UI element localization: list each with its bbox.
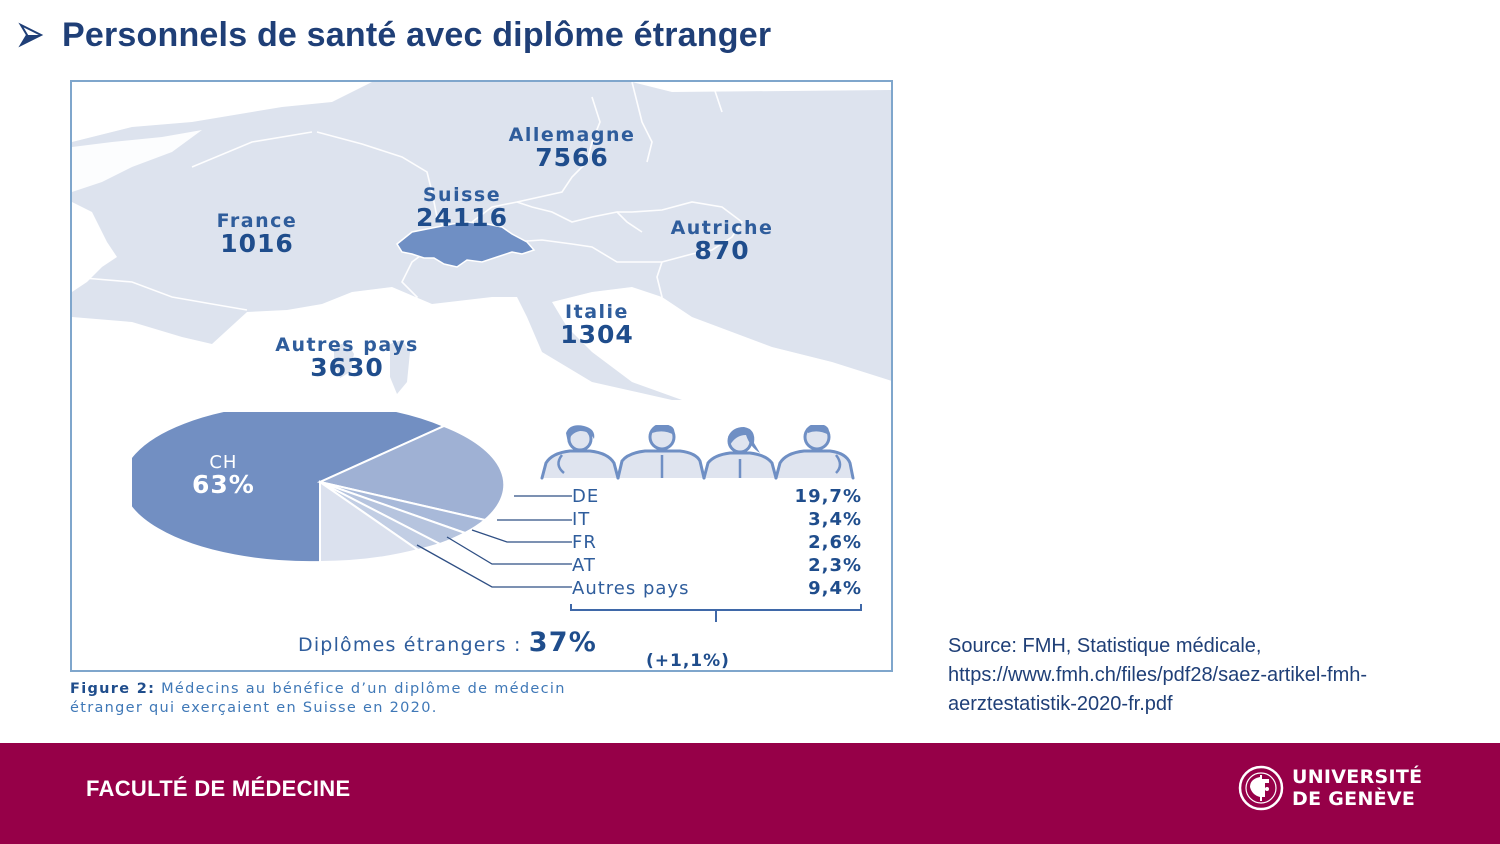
- pie-slice-other: [319, 480, 421, 564]
- bracket-divider: [570, 604, 862, 622]
- slide-title: Personnels de santé avec diplôme étrange…: [62, 15, 772, 54]
- legend-row-other: Autres pays 9,4%: [572, 578, 862, 599]
- legend-row-de: DE 19,7%: [572, 486, 862, 507]
- foreign-diplomas-change: (+1,1%): [646, 651, 730, 671]
- legend-row-fr: FR 2,6%: [572, 532, 862, 553]
- pie-slice-de: [316, 424, 506, 522]
- faculty-name: FACULTÉ DE MÉDECINE: [86, 776, 351, 801]
- arrowhead-bullet-icon: [18, 22, 44, 48]
- legend-row-at: AT 2,3%: [572, 555, 862, 576]
- footer-bar: FACULTÉ DE MÉDECINE UNIVERSITÉ DE GENÈVE: [0, 743, 1500, 844]
- europe-map: [72, 82, 891, 400]
- map-label-other-countries: Autres pays 3630: [275, 334, 419, 382]
- map-label-switzerland: Suisse 24116: [416, 184, 508, 232]
- pie-label-ch: CH 63%: [192, 452, 255, 499]
- source-link[interactable]: https://www.fmh.ch/files/pdf28/saez-arti…: [948, 664, 1368, 686]
- doctors-illustration-icon: [540, 425, 855, 480]
- university-seal-icon: [1238, 765, 1284, 811]
- map-label-austria: Autriche 870: [670, 217, 774, 265]
- university-logo: UNIVERSITÉ DE GENÈVE: [1238, 765, 1422, 811]
- pie-chart: [132, 412, 572, 588]
- slide-title-row: Personnels de santé avec diplôme étrange…: [18, 12, 771, 58]
- figure-caption: Figure 2: Médecins au bénéfice d’un dipl…: [70, 681, 566, 716]
- foreign-diplomas-summary: Diplômes étrangers : 37%: [298, 627, 598, 658]
- source-citation: Source: FMH, Statistique médicale, https…: [948, 632, 1488, 719]
- map-label-france: France 1016: [216, 210, 298, 258]
- pie-slice-ch: [132, 412, 447, 564]
- map-label-germany: Allemagne 7566: [508, 124, 636, 172]
- infographic-figure: Allemagne 7566 Suisse 24116 France 1016 …: [70, 80, 893, 672]
- map-label-italy: Italie 1304: [560, 301, 634, 349]
- legend-row-it: IT 3,4%: [572, 509, 862, 530]
